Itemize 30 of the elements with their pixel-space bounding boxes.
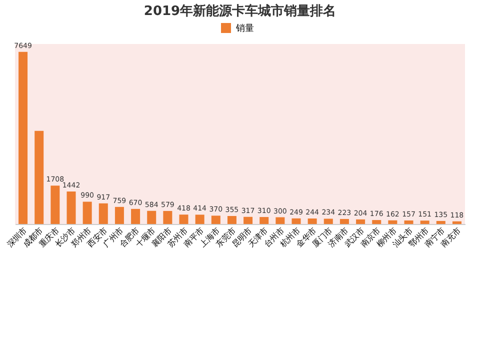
bar <box>131 208 140 224</box>
bar <box>324 218 333 224</box>
bar <box>211 216 220 224</box>
bar <box>244 216 253 224</box>
bar <box>340 218 349 224</box>
bar <box>372 220 382 224</box>
bar <box>260 217 269 224</box>
bar <box>436 220 446 224</box>
bar <box>163 210 172 224</box>
bar <box>147 210 156 224</box>
bar <box>179 214 188 224</box>
bar <box>276 217 285 224</box>
bar <box>114 206 124 224</box>
bar <box>50 186 60 224</box>
bar <box>308 218 317 224</box>
bar <box>34 130 44 224</box>
bar <box>356 219 366 224</box>
chart-title: 2019年新能源卡车城市销量排名 <box>144 3 336 19</box>
bar <box>66 192 76 224</box>
bar <box>227 216 236 224</box>
bar <box>420 220 430 224</box>
bar <box>388 220 398 224</box>
bar <box>18 52 28 224</box>
bar <box>452 221 462 224</box>
bar <box>292 218 301 224</box>
legend-label: 销量 <box>235 23 254 34</box>
bar <box>98 203 108 224</box>
bar <box>404 220 414 224</box>
bar <box>195 214 204 224</box>
bar <box>82 202 92 224</box>
